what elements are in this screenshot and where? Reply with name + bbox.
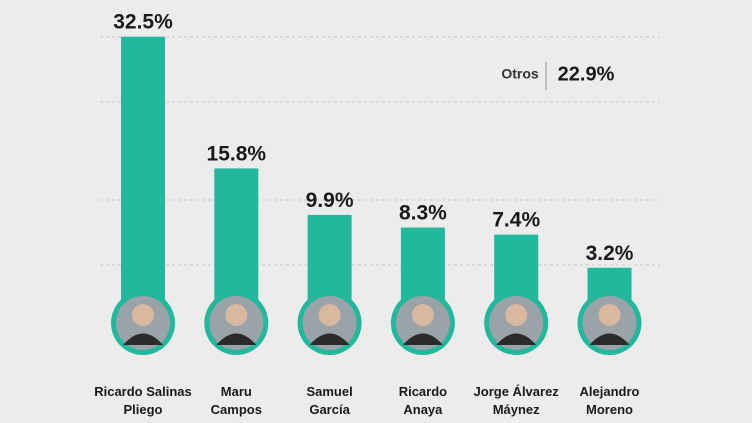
avatar-head — [132, 304, 154, 326]
avatar-body — [309, 333, 350, 345]
x-tick-label: Alejandro Moreno — [579, 384, 640, 417]
x-tick-label: Maru Campos — [210, 384, 262, 417]
value-label: 9.9% — [306, 189, 354, 212]
value-label: 3.2% — [586, 242, 634, 265]
avatar-body — [589, 333, 630, 345]
avatar-head — [598, 304, 621, 326]
x-tick-label: Jorge Álvarez Máynez — [473, 384, 559, 417]
others-label: Otros — [501, 66, 539, 82]
avatar-head — [505, 304, 528, 326]
value-label: 7.4% — [492, 209, 540, 232]
value-label: 8.3% — [399, 202, 447, 225]
others-value: 22.9% — [558, 63, 615, 85]
bar — [214, 168, 259, 313]
avatar-body — [123, 333, 163, 345]
x-tick-label: Samuel García — [306, 384, 353, 417]
others-box — [488, 60, 628, 90]
avatar-head — [318, 304, 341, 326]
x-tick-label: Ricardo Anaya — [398, 384, 448, 417]
x-tick-label: Ricardo Salinas Pliego — [94, 384, 192, 417]
value-label: 15.8% — [207, 142, 267, 165]
bar — [121, 36, 165, 313]
value-label: 32.5% — [113, 11, 173, 34]
avatar-body — [496, 333, 537, 345]
avatar-head — [411, 304, 434, 326]
avatar-body — [402, 333, 443, 345]
avatar-body — [216, 333, 257, 345]
avatar-head — [225, 304, 248, 326]
